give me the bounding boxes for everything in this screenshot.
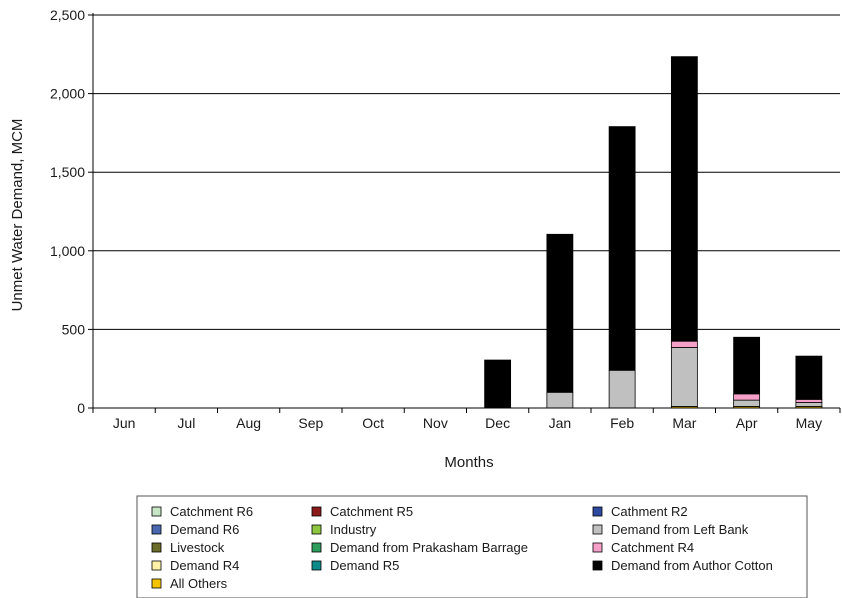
legend-label: Industry (330, 522, 377, 537)
legend-label: Demand R4 (170, 558, 239, 573)
legend-swatch (592, 542, 603, 553)
axes (88, 13, 841, 413)
legend-swatch (151, 578, 162, 589)
legend-label: Catchment R4 (611, 540, 694, 555)
x-tick-label: Dec (485, 415, 510, 431)
bar-segment (546, 233, 574, 393)
legend-swatch (592, 524, 603, 535)
y-tick-label: 1,000 (50, 243, 85, 259)
legend-label: Demand from Left Bank (611, 522, 749, 537)
legend-label: All Others (170, 576, 228, 591)
legend-swatch (592, 506, 603, 517)
bar-segment (608, 369, 636, 409)
x-tick-label: Jan (549, 415, 572, 431)
y-tick-label: 1,500 (50, 164, 85, 180)
bar-segment (733, 393, 761, 401)
bars (484, 56, 823, 409)
bar-segment (546, 391, 574, 409)
x-tick-labels: Jun Jul Aug Sep Oct Nov Dec Jan Feb Mar Apr May (113, 415, 822, 431)
x-tick-label: May (796, 415, 822, 431)
legend-swatch (311, 524, 322, 535)
bar-segment (670, 56, 698, 342)
bar-segment (670, 347, 698, 407)
legend-swatch (311, 506, 322, 517)
bar-segment (795, 398, 823, 403)
legend: Catchment R6 Catchment R5 Cathment R2 Deman… (151, 504, 773, 591)
legend-label: Demand R5 (330, 558, 399, 573)
bar-segment (670, 340, 698, 348)
bar-segment (795, 402, 823, 407)
legend-label: Livestock (170, 540, 225, 555)
legend-swatch (151, 524, 162, 535)
x-axis-label: Months (444, 454, 493, 471)
legend-label: Catchment R5 (330, 504, 413, 519)
legend-box (136, 495, 808, 598)
x-tick-label: Feb (610, 415, 634, 431)
legend-swatch (311, 560, 322, 571)
legend-swatch (592, 560, 603, 571)
y-tick-label: 2,000 (50, 86, 85, 102)
x-tick-label: Sep (298, 415, 323, 431)
bar-segment (733, 399, 761, 407)
legend-swatch (151, 542, 162, 553)
x-tick-label: Oct (362, 415, 384, 431)
y-axis-label: Unmet Water Demand, MCM (9, 119, 26, 312)
legend-label: Catchment R6 (170, 504, 253, 519)
x-tick-label: Jul (177, 415, 195, 431)
y-tick-label: 0 (77, 400, 85, 416)
x-tick-label: Mar (672, 415, 696, 431)
legend-label: Demand R6 (170, 522, 239, 537)
bar-segment (795, 355, 823, 400)
y-tick-label: 2,500 (50, 7, 85, 23)
bar-segment (484, 359, 512, 409)
gridlines (93, 14, 840, 330)
x-tick-label: Apr (736, 415, 758, 431)
legend-label: Demand from Prakasham Barrage (330, 540, 528, 555)
bar-segment (733, 336, 761, 395)
legend-swatch (311, 542, 322, 553)
legend-swatch (151, 506, 162, 517)
x-tick-label: Jun (113, 415, 136, 431)
bar-segment (608, 126, 636, 371)
y-tick-label: 500 (62, 321, 86, 337)
x-tick-label: Nov (423, 415, 448, 431)
legend-label: Cathment R2 (611, 504, 688, 519)
x-tick-label: Aug (236, 415, 261, 431)
y-tick-labels: 0 500 1,000 1,500 2,000 2,500 (50, 7, 85, 416)
legend-label: Demand from Author Cotton (611, 558, 773, 573)
legend-swatch (151, 560, 162, 571)
